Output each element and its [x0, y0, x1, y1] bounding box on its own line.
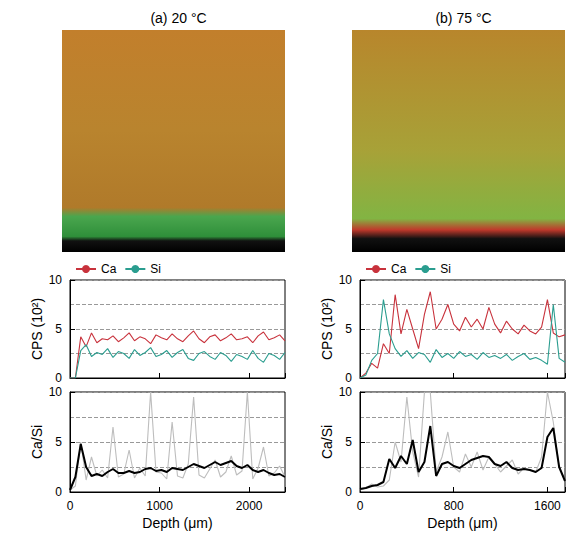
- svg-text:5: 5: [345, 322, 352, 336]
- svg-text:1000: 1000: [146, 499, 173, 513]
- svg-text:Ca: Ca: [101, 262, 117, 276]
- svg-text:0: 0: [345, 371, 352, 385]
- svg-text:0: 0: [357, 499, 364, 513]
- svg-text:Si: Si: [150, 262, 161, 276]
- svg-text:5: 5: [345, 435, 352, 449]
- svg-text:Ca/Si: Ca/Si: [29, 425, 45, 459]
- svg-text:Si: Si: [440, 262, 451, 276]
- svg-text:10: 10: [49, 273, 63, 287]
- svg-text:1600: 1600: [534, 499, 561, 513]
- svg-text:Depth (μm): Depth (μm): [142, 515, 212, 531]
- svg-text:10: 10: [339, 385, 353, 399]
- svg-text:5: 5: [55, 322, 62, 336]
- svg-text:10: 10: [339, 273, 353, 287]
- svg-text:Ca: Ca: [391, 262, 407, 276]
- svg-text:10: 10: [49, 385, 63, 399]
- svg-text:5: 5: [55, 435, 62, 449]
- svg-text:0: 0: [67, 499, 74, 513]
- svg-text:Depth (μm): Depth (μm): [427, 515, 497, 531]
- svg-text:800: 800: [444, 499, 464, 513]
- svg-text:Ca/Si: Ca/Si: [319, 425, 335, 459]
- svg-text:(b) 75 °C: (b) 75 °C: [435, 10, 491, 26]
- svg-text:0: 0: [55, 485, 62, 499]
- svg-text:(a) 20 °C: (a) 20 °C: [150, 10, 206, 26]
- svg-text:0: 0: [55, 371, 62, 385]
- svg-text:CPS (10²): CPS (10²): [319, 298, 335, 360]
- svg-text:2000: 2000: [236, 499, 263, 513]
- svg-text:0: 0: [345, 485, 352, 499]
- svg-text:CPS (10²): CPS (10²): [29, 298, 45, 360]
